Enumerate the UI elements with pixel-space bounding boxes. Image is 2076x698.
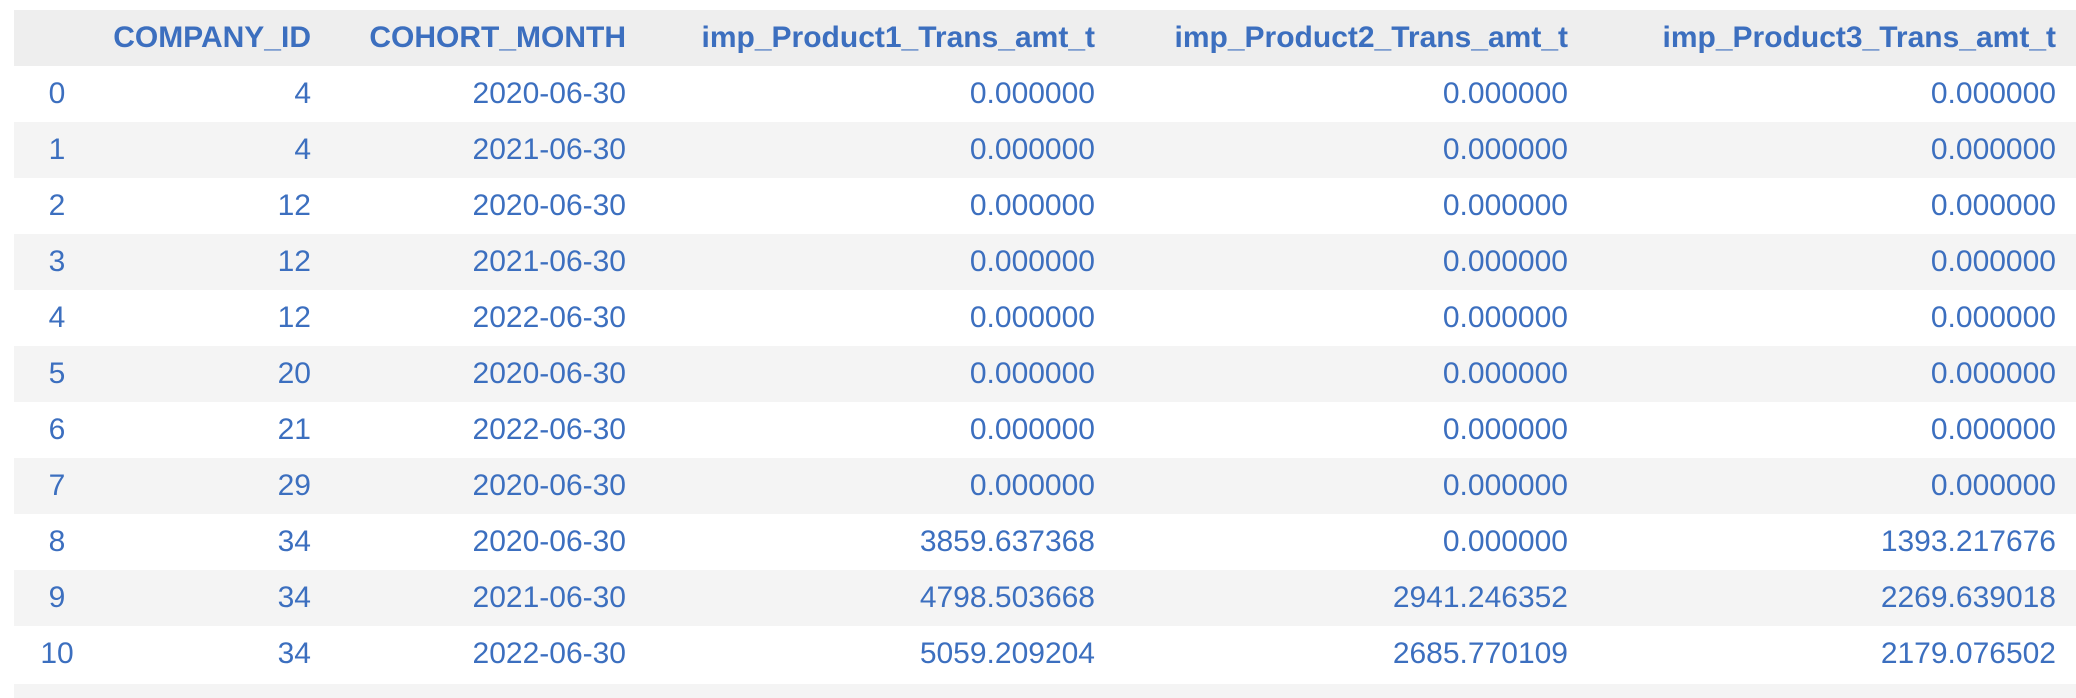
cohort-month-column-header: COHORT_MONTH	[369, 21, 626, 54]
table-body: 0 4 2020-06-30 0.000000 0.000000 0.000000 1 4 20…	[14, 66, 2076, 682]
product1-amount-cell: 0.000000	[969, 301, 1095, 334]
cohort-month-cell: 2020-06-30	[472, 77, 626, 110]
product1-amount-cell: 0.000000	[969, 133, 1095, 166]
cohort-month-cell: 2022-06-30	[472, 301, 626, 334]
table-header: COMPANY_ID COHORT_MONTH imp_Product1_Tra…	[14, 10, 2076, 66]
table-row: 2 12 2020-06-30 0.000000 0.000000 0.000000	[14, 178, 2076, 234]
row-index: 8	[48, 525, 66, 558]
company-id-column-header: COMPANY_ID	[113, 21, 311, 54]
product2-amount-cell: 0.000000	[1442, 133, 1568, 166]
cohort-month-cell: 2022-06-30	[472, 637, 626, 670]
product3-amount-cell: 1393.217676	[1880, 525, 2056, 558]
table-row: 8 34 2020-06-30 3859.637368 0.000000 1393.217…	[14, 514, 2076, 570]
product2-amount-cell: 0.000000	[1442, 525, 1568, 558]
cohort-month-cell: 2021-06-30	[472, 245, 626, 278]
row-index: 6	[48, 413, 66, 446]
cohort-month-cell: 2020-06-30	[472, 469, 626, 502]
product2-amount-cell: 0.000000	[1442, 245, 1568, 278]
product3-amount-cell: 2269.639018	[1880, 581, 2056, 614]
product1-amount-cell: 0.000000	[969, 469, 1095, 502]
product2-amount-cell: 0.000000	[1442, 357, 1568, 390]
row-index: 1	[48, 133, 66, 166]
row-index: 10	[40, 637, 74, 670]
row-index: 2	[48, 189, 66, 222]
row-index: 0	[48, 77, 66, 110]
table-row: 0 4 2020-06-30 0.000000 0.000000 0.000000	[14, 66, 2076, 122]
product3-amount-cell: 0.000000	[1930, 301, 2056, 334]
company-id-cell: 29	[277, 469, 311, 502]
table-row: 10 34 2022-06-30 5059.209204 2685.770109 2179…	[14, 626, 2076, 682]
product1-column-header: imp_Product1_Trans_amt_t	[701, 21, 1095, 54]
company-id-cell: 12	[277, 245, 311, 278]
dataframe-table: COMPANY_ID COHORT_MONTH imp_Product1_Tra…	[14, 10, 2076, 682]
company-id-cell: 34	[277, 525, 311, 558]
product1-amount-cell: 4798.503668	[919, 581, 1095, 614]
product1-amount-cell: 0.000000	[969, 357, 1095, 390]
row-index: 5	[48, 357, 66, 390]
product2-amount-cell: 0.000000	[1442, 413, 1568, 446]
product2-amount-cell: 0.000000	[1442, 77, 1568, 110]
row-index: 3	[48, 245, 66, 278]
product3-amount-cell: 0.000000	[1930, 357, 2056, 390]
product1-amount-cell: 0.000000	[969, 77, 1095, 110]
product3-amount-cell: 0.000000	[1930, 469, 2056, 502]
product3-amount-cell: 2179.076502	[1880, 637, 2056, 670]
cohort-month-cell: 2022-06-30	[472, 413, 626, 446]
row-index: 7	[48, 469, 66, 502]
product1-amount-cell: 0.000000	[969, 413, 1095, 446]
product3-amount-cell: 0.000000	[1930, 413, 2056, 446]
product3-amount-cell: 0.000000	[1930, 77, 2056, 110]
company-id-cell: 4	[294, 133, 311, 166]
dataframe-table-container: COMPANY_ID COHORT_MONTH imp_Product1_Tra…	[14, 10, 2076, 682]
company-id-cell: 34	[277, 581, 311, 614]
table-row: 9 34 2021-06-30 4798.503668 2941.246352 2269.…	[14, 570, 2076, 626]
product3-amount-cell: 0.000000	[1930, 189, 2056, 222]
table-row: 3 12 2021-06-30 0.000000 0.000000 0.000000	[14, 234, 2076, 290]
table-row: 4 12 2022-06-30 0.000000 0.000000 0.000000	[14, 290, 2076, 346]
header-row: COMPANY_ID COHORT_MONTH imp_Product1_Tra…	[14, 10, 2076, 66]
index-column-header	[14, 10, 100, 66]
product1-amount-cell: 5059.209204	[919, 637, 1095, 670]
product3-amount-cell: 0.000000	[1930, 133, 2056, 166]
cohort-month-cell: 2020-06-30	[472, 189, 626, 222]
table-overflow-row-strip	[14, 684, 2076, 698]
table-row: 7 29 2020-06-30 0.000000 0.000000 0.000000	[14, 458, 2076, 514]
product1-amount-cell: 0.000000	[969, 245, 1095, 278]
company-id-cell: 20	[277, 357, 311, 390]
product1-amount-cell: 0.000000	[969, 189, 1095, 222]
cohort-month-cell: 2020-06-30	[472, 525, 626, 558]
table-row: 1 4 2021-06-30 0.000000 0.000000 0.000000	[14, 122, 2076, 178]
company-id-cell: 12	[277, 301, 311, 334]
cohort-month-cell: 2021-06-30	[472, 581, 626, 614]
company-id-cell: 12	[277, 189, 311, 222]
product3-amount-cell: 0.000000	[1930, 245, 2056, 278]
product1-amount-cell: 3859.637368	[919, 525, 1095, 558]
company-id-cell: 21	[277, 413, 311, 446]
company-id-cell: 34	[277, 637, 311, 670]
row-index: 4	[48, 301, 66, 334]
product2-amount-cell: 0.000000	[1442, 301, 1568, 334]
cohort-month-cell: 2021-06-30	[472, 133, 626, 166]
product2-column-header: imp_Product2_Trans_amt_t	[1174, 21, 1568, 54]
company-id-cell: 4	[294, 77, 311, 110]
product2-amount-cell: 0.000000	[1442, 189, 1568, 222]
cohort-month-cell: 2020-06-30	[472, 357, 626, 390]
table-row: 6 21 2022-06-30 0.000000 0.000000 0.000000	[14, 402, 2076, 458]
product2-amount-cell: 2941.246352	[1392, 581, 1568, 614]
row-index: 9	[48, 581, 66, 614]
table-row: 5 20 2020-06-30 0.000000 0.000000 0.000000	[14, 346, 2076, 402]
product2-amount-cell: 2685.770109	[1392, 637, 1568, 670]
product2-amount-cell: 0.000000	[1442, 469, 1568, 502]
product3-column-header: imp_Product3_Trans_amt_t	[1662, 21, 2056, 54]
